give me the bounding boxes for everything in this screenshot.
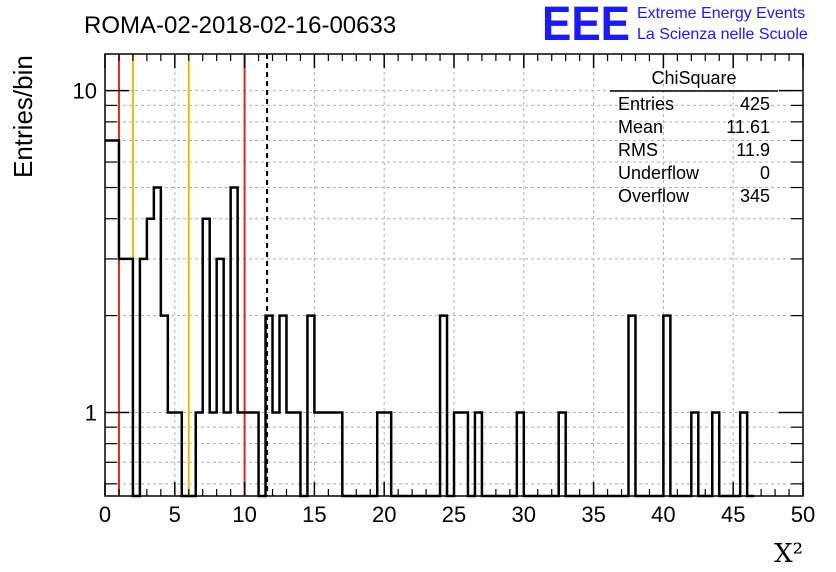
x-tick-label: 40 xyxy=(651,502,675,527)
x-tick-label: 45 xyxy=(721,502,745,527)
x-tick-label: 30 xyxy=(512,502,536,527)
tick-labels: 0 5 10 15 20 25 30 35 40 45 50 1 10 xyxy=(73,79,816,527)
stats-label: Underflow xyxy=(618,163,700,183)
reference-lines xyxy=(117,54,269,496)
stats-rows: Entries 425 Mean 11.61 RMS 11.9 Underflow 0 Over… xyxy=(618,94,770,206)
x-tick-label: 35 xyxy=(581,502,605,527)
x-tick-label: 20 xyxy=(372,502,396,527)
eee-logo: EEE Extreme Energy Events La Scienza nel… xyxy=(542,0,808,51)
y-axis-label: Entries/bin xyxy=(8,55,38,178)
x-axis-label: X² xyxy=(774,539,803,569)
x-tick-label: 10 xyxy=(232,502,256,527)
stats-value: 11.61 xyxy=(726,117,770,137)
x-tick-label: 15 xyxy=(302,502,326,527)
stats-value: 0 xyxy=(760,163,770,183)
stats-value: 425 xyxy=(740,94,770,114)
stats-value: 345 xyxy=(740,186,770,206)
stats-box: ChiSquare Entries 425 Mean 11.61 RMS 11.9 Unde… xyxy=(610,68,778,206)
eee-logo-line1: Extreme Energy Events xyxy=(637,5,805,22)
stats-title: ChiSquare xyxy=(651,68,736,88)
stats-label: Overflow xyxy=(618,186,690,206)
y-tick-label: 10 xyxy=(73,79,97,104)
x-tick-label: 0 xyxy=(99,502,111,527)
eee-logo-line2: La Scienza nelle Scuole xyxy=(637,26,808,43)
histogram-outline xyxy=(105,139,755,498)
x-tick-label: 50 xyxy=(791,502,815,527)
chart-title: ROMA-02-2018-02-16-00633 xyxy=(84,12,396,39)
stats-label: Mean xyxy=(618,117,663,137)
y-tick-label: 1 xyxy=(85,400,97,425)
stats-value: 11.9 xyxy=(736,140,770,160)
axis-ticks xyxy=(104,54,804,496)
x-tick-label: 25 xyxy=(442,502,466,527)
x-tick-label: 5 xyxy=(169,502,181,527)
stats-label: RMS xyxy=(618,140,658,160)
eee-logo-mark: EEE xyxy=(542,0,630,51)
stats-label: Entries xyxy=(618,94,674,114)
